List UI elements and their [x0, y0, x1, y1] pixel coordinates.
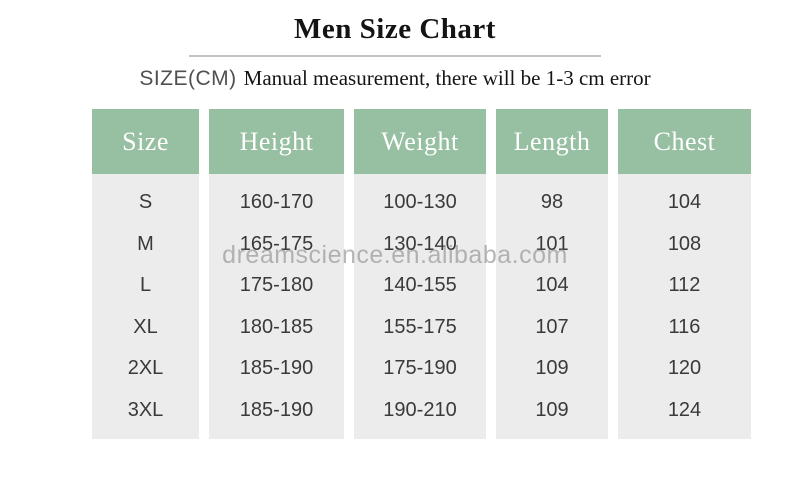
column-header: Chest: [618, 109, 751, 174]
column-body: 104 108 112 116 120 124: [618, 174, 751, 439]
table-cell: 120: [667, 357, 702, 380]
table-column-length: Length 98 101 104 107 109 109: [496, 109, 608, 439]
size-unit-label: SIZE(CM): [139, 67, 237, 90]
table-cell: 104: [667, 191, 702, 214]
table-cell: 3XL: [127, 398, 164, 421]
table-cell: 104: [535, 274, 569, 297]
table-cell: 100-130: [383, 191, 457, 214]
table-cell: 98: [540, 191, 564, 214]
column-header: Length: [496, 109, 608, 174]
table-cell: 165-175: [239, 232, 314, 255]
table-cell: 180-185: [239, 315, 314, 338]
table-cell: 190-210: [383, 398, 457, 421]
table-column-chest: Chest 104 108 112 116 120 124: [618, 109, 751, 439]
table-cell: 107: [535, 315, 569, 338]
table-cell: 160-170: [239, 191, 314, 214]
table-cell: 130-140: [383, 232, 457, 255]
table-cell: S: [138, 191, 153, 214]
table-cell: 108: [667, 232, 702, 255]
table-cell: 109: [535, 398, 569, 421]
size-table: Size S M L XL 2XL 3XL Height 160-170 165-175 175-1…: [92, 109, 790, 439]
subtitle: SIZE(CM) Manual measurement, there will …: [0, 65, 790, 92]
column-body: S M L XL 2XL 3XL: [92, 174, 199, 439]
measurement-note: Manual measurement, there will be 1-3 cm…: [243, 66, 651, 90]
table-cell: 185-190: [239, 398, 314, 421]
table-cell: 101: [535, 232, 569, 255]
column-header: Height: [209, 109, 344, 174]
table-cell: 155-175: [383, 315, 457, 338]
table-cell: M: [137, 232, 154, 255]
table-column-weight: Weight 100-130 130-140 140-155 155-175 175-19…: [354, 109, 486, 439]
column-header: Size: [92, 109, 199, 174]
title-divider: [189, 55, 601, 57]
table-cell: 185-190: [239, 357, 314, 380]
table-cell: XL: [133, 315, 158, 338]
table-cell: 112: [668, 274, 701, 297]
page-title: Men Size Chart: [294, 13, 496, 45]
column-header: Weight: [354, 109, 486, 174]
column-body: 160-170 165-175 175-180 180-185 185-190 185-1…: [209, 174, 344, 439]
table-column-size: Size S M L XL 2XL 3XL: [92, 109, 199, 439]
table-cell: 124: [667, 398, 702, 421]
table-cell: L: [139, 274, 152, 297]
table-cell: 175-190: [383, 357, 457, 380]
column-body: 98 101 104 107 109 109: [496, 174, 608, 439]
table-cell: 116: [668, 315, 701, 338]
table-cell: 2XL: [127, 357, 164, 380]
table-cell: 109: [535, 357, 569, 380]
column-body: 100-130 130-140 140-155 155-175 175-190 190-2…: [354, 174, 486, 439]
table-column-height: Height 160-170 165-175 175-180 180-185 185-19…: [209, 109, 344, 439]
table-cell: 140-155: [383, 274, 457, 297]
table-cell: 175-180: [239, 274, 314, 297]
